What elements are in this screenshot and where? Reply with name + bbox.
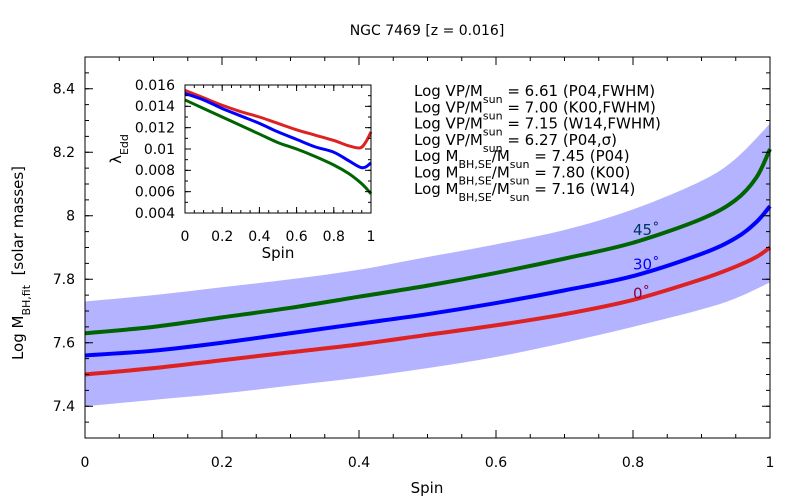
annotation-block: Log VP/Msun = 6.61 (P04,FWHM)Log VP/Msun… bbox=[414, 82, 661, 203]
inset-y-axis-label-main: λ bbox=[107, 155, 125, 164]
annotation-tail: = 6.61 (P04,FWHM) bbox=[503, 82, 656, 100]
uncertainty-band-area bbox=[85, 123, 770, 407]
chart-title: NGC 7469 [z = 0.016] bbox=[350, 23, 505, 39]
main-series-lines bbox=[84, 148, 772, 377]
main-y-axis-label-tail: [solar masses] bbox=[9, 166, 27, 285]
annotation-line: Log MBH,SE/Msun = 7.16 (W14) bbox=[414, 180, 635, 204]
y-tick-label: 7.4 bbox=[53, 399, 75, 415]
uncertainty-band bbox=[85, 123, 770, 407]
series-line-1 bbox=[84, 204, 772, 358]
annotation-main: Log VP/M bbox=[414, 131, 483, 149]
inset-series-line-0 bbox=[184, 88, 373, 150]
annotation-tail: = 7.00 (K00,FWHM) bbox=[503, 98, 656, 116]
annotation-main: Log VP/M bbox=[414, 115, 483, 133]
y-tick-label: 0.004 bbox=[135, 206, 175, 222]
main-y-axis-label-sub: BH,fit bbox=[20, 284, 33, 315]
x-tick-label: 1 bbox=[367, 229, 376, 245]
series-label-1: 30˚ bbox=[633, 256, 660, 274]
y-tick-label: 0.014 bbox=[135, 99, 175, 115]
x-tick-label: 0 bbox=[81, 455, 90, 471]
main-x-axis-label: Spin bbox=[411, 479, 444, 497]
annotation-main: Log VP/M bbox=[414, 98, 483, 116]
x-tick-label: 0.4 bbox=[248, 229, 270, 245]
y-tick-label: 8.2 bbox=[53, 145, 75, 161]
inset-x-axis-label: Spin bbox=[262, 244, 295, 262]
x-tick-label: 0.6 bbox=[485, 455, 507, 471]
annotation-line: Log MBH,SE/Msun = 7.80 (K00) bbox=[414, 164, 630, 188]
annotation-sub: sun bbox=[483, 141, 503, 154]
annotation-sub2: sun bbox=[510, 158, 530, 171]
annotation-line: Log VP/Msun = 6.27 (P04,σ) bbox=[414, 131, 617, 155]
annotation-mid: /M bbox=[492, 164, 510, 182]
annotation-line: Log VP/Msun = 7.15 (W14,FWHM) bbox=[414, 115, 661, 139]
y-tick-label: 0.01 bbox=[144, 142, 175, 158]
inset-series-line-2 bbox=[184, 98, 373, 195]
annotation-tail: = 7.15 (W14,FWHM) bbox=[503, 115, 661, 133]
x-tick-label: 0 bbox=[181, 229, 190, 245]
annotation-line: Log MBH,SE/Msun = 7.45 (P04) bbox=[414, 147, 630, 171]
series-labels: 45˚ 30˚ 0˚ bbox=[633, 221, 660, 302]
annotation-main: Log M bbox=[414, 164, 459, 182]
inset-y-axis-label-sub: Edd bbox=[118, 134, 131, 155]
annotation-tail: = 7.80 (K00) bbox=[529, 164, 630, 182]
annotation-sub: BH,SE bbox=[459, 174, 492, 187]
annotation-tail: = 7.16 (W14) bbox=[529, 180, 635, 198]
annotation-sub2: sun bbox=[510, 174, 530, 187]
series-line-0 bbox=[84, 148, 772, 336]
inset-y-axis-ticks: 0.004 0.006 0.008 0.01 0.012 0.014 0.016 bbox=[135, 78, 371, 222]
series-label-2: 0˚ bbox=[633, 284, 650, 302]
y-tick-label: 0.008 bbox=[135, 163, 175, 179]
inset-series-line-1 bbox=[184, 92, 372, 170]
annotation-sub: sun bbox=[483, 93, 503, 106]
annotation-main: Log M bbox=[414, 180, 459, 198]
annotation-mid: /M bbox=[492, 180, 510, 198]
annotation-tail: = 7.45 (P04) bbox=[529, 147, 629, 165]
main-y-axis-ticks: 7.4 7.6 7.8 8 8.2 8.4 bbox=[53, 56, 770, 439]
annotation-line: Log VP/Msun = 7.00 (K00,FWHM) bbox=[414, 98, 656, 122]
y-tick-label: 0.012 bbox=[135, 121, 175, 137]
main-x-axis-ticks: 0 0.2 0.4 0.6 0.8 1 bbox=[81, 57, 775, 471]
annotation-mid: /M bbox=[492, 147, 510, 165]
y-tick-label: 8 bbox=[66, 209, 75, 225]
y-tick-label: 0.016 bbox=[135, 78, 175, 94]
inset-chart: 0 0.2 0.4 0.6 0.8 1 0.0040.0060.0080.010.0120… bbox=[107, 78, 375, 262]
main-y-axis-label-main: Log M bbox=[9, 316, 27, 361]
x-tick-label: 0.4 bbox=[348, 455, 370, 471]
annotation-sub2: sun bbox=[510, 190, 530, 203]
annotation-main: Log M bbox=[414, 147, 459, 165]
annotation-sub: BH,SE bbox=[459, 158, 492, 171]
annotation-line: Log VP/Msun = 6.61 (P04,FWHM) bbox=[414, 82, 655, 106]
y-tick-label: 8.4 bbox=[53, 82, 75, 98]
annotation-sub: sun bbox=[483, 125, 503, 138]
annotation-main: Log VP/M bbox=[414, 82, 483, 100]
annotation-sub: sun bbox=[483, 109, 503, 122]
x-tick-label: 0.2 bbox=[211, 229, 233, 245]
series-line-2 bbox=[84, 245, 772, 377]
x-tick-label: 0.6 bbox=[285, 229, 307, 245]
x-tick-label: 0.8 bbox=[323, 229, 345, 245]
annotation-tail: = 6.27 (P04,σ) bbox=[503, 131, 617, 149]
annotation-sub: BH,SE bbox=[459, 190, 492, 203]
y-tick-label: 7.8 bbox=[53, 272, 75, 288]
series-label-0: 45˚ bbox=[633, 221, 660, 239]
y-tick-label: 0.006 bbox=[135, 185, 175, 201]
inset-series-lines bbox=[184, 88, 373, 195]
main-y-axis-label: Log MBH,fit [solar masses] bbox=[9, 166, 33, 360]
x-tick-label: 0.8 bbox=[622, 455, 644, 471]
x-tick-label: 0.2 bbox=[211, 455, 233, 471]
x-tick-label: 1 bbox=[766, 455, 775, 471]
inset-x-axis-ticks: 0 0.2 0.4 0.6 0.8 1 bbox=[181, 85, 376, 245]
y-tick-label: 7.6 bbox=[53, 336, 75, 352]
inset-y-axis-label: λEdd bbox=[107, 134, 131, 164]
